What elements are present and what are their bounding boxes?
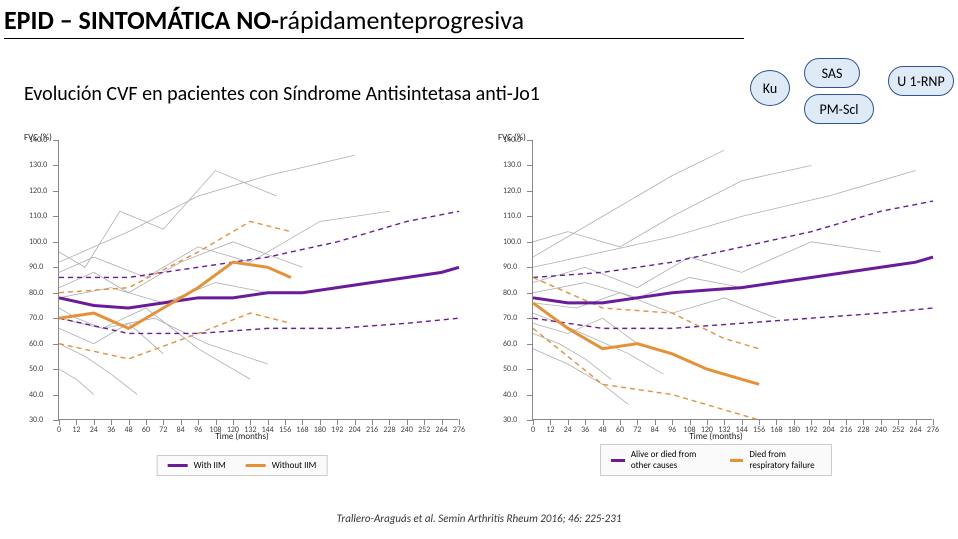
- swatch-purple: [611, 459, 625, 462]
- x-tick-label: 264: [436, 425, 448, 435]
- x-tick-label: 168: [296, 425, 308, 435]
- x-tick-label: 192: [331, 425, 343, 435]
- y-tick-label: 80.0: [29, 288, 43, 298]
- x-tick-label: 72: [633, 425, 641, 435]
- legend-label-a: Alive or died from other causes: [631, 449, 710, 471]
- x-axis-label-left: Time (months): [215, 431, 268, 442]
- y-tick-label: 140.0: [29, 135, 47, 145]
- x-tick-label: 216: [840, 425, 852, 435]
- y-tick-label: 50.0: [29, 364, 43, 374]
- title-rest: rápidamenteprogresiva: [279, 4, 524, 36]
- x-axis-label-right: Time (months): [689, 431, 742, 442]
- charts-row: FVC (%) 30.040.050.060.070.080.090.0100.…: [10, 130, 948, 490]
- y-tick-label: 110.0: [503, 211, 521, 221]
- x-tick-label: 276: [453, 425, 465, 435]
- x-tick-label: 24: [564, 425, 572, 435]
- chart-subtitle: Evolución CVF en pacientes con Síndrome …: [24, 82, 540, 106]
- x-tick-label: 36: [107, 425, 115, 435]
- x-tick-label: 12: [72, 425, 80, 435]
- x-tick-label: 84: [651, 425, 659, 435]
- y-tick-label: 90.0: [29, 262, 43, 272]
- x-tick-label: 96: [194, 425, 202, 435]
- x-tick-label: 156: [279, 425, 291, 435]
- y-tick-label: 60.0: [503, 339, 517, 349]
- badge-sas: SAS: [804, 58, 860, 88]
- y-tick-label: 70.0: [503, 313, 517, 323]
- y-tick-label: 130.0: [503, 160, 521, 170]
- x-tick-label: 276: [927, 425, 939, 435]
- swatch-orange: [246, 464, 266, 467]
- y-tick-label: 60.0: [29, 339, 43, 349]
- x-tick-label: 72: [159, 425, 167, 435]
- x-tick-label: 240: [401, 425, 413, 435]
- x-tick-label: 216: [366, 425, 378, 435]
- y-tick-label: 90.0: [503, 262, 517, 272]
- y-tick-label: 140.0: [503, 135, 521, 145]
- x-tick-label: 0: [57, 425, 61, 435]
- badge-u1: U 1-RNP: [888, 66, 954, 96]
- legend-item-died-resp: Died from respiratory failure: [730, 449, 821, 471]
- x-tick-label: 156: [753, 425, 765, 435]
- x-tick-label: 180: [314, 425, 326, 435]
- x-tick-label: 204: [349, 425, 361, 435]
- y-tick-label: 70.0: [29, 313, 43, 323]
- plot-area-right: 30.040.050.060.070.080.090.0100.0110.012…: [532, 140, 932, 420]
- y-tick-label: 120.0: [29, 186, 47, 196]
- x-tick-label: 252: [418, 425, 430, 435]
- y-tick-label: 40.0: [29, 390, 43, 400]
- x-tick-label: 252: [892, 425, 904, 435]
- y-tick-label: 100.0: [29, 237, 47, 247]
- x-tick-label: 48: [125, 425, 133, 435]
- title-bold: EPID – SINTOMÁTICA NO-: [4, 4, 279, 36]
- chart-panel-left: FVC (%) 30.040.050.060.070.080.090.0100.…: [10, 130, 474, 480]
- badge-pm: PM-Scl: [804, 94, 874, 124]
- y-tick-label: 120.0: [503, 186, 521, 196]
- page-title: EPID – SINTOMÁTICA NO-rápidamenteprogres…: [4, 4, 744, 39]
- y-tick-label: 130.0: [29, 160, 47, 170]
- legend-label-a: With IIM: [194, 460, 226, 471]
- y-tick-label: 30.0: [503, 415, 517, 425]
- x-tick-label: 240: [875, 425, 887, 435]
- x-tick-label: 60: [616, 425, 624, 435]
- legend-label-b: Died from respiratory failure: [749, 449, 821, 471]
- y-tick-label: 80.0: [503, 288, 517, 298]
- swatch-purple: [168, 464, 188, 467]
- plot-area-left: 30.040.050.060.070.080.090.0100.0110.012…: [58, 140, 458, 420]
- x-tick-label: 84: [177, 425, 185, 435]
- x-tick-label: 60: [142, 425, 150, 435]
- x-tick-label: 0: [531, 425, 535, 435]
- y-tick-label: 30.0: [29, 415, 43, 425]
- legend-left: With IIM Without IIM: [157, 455, 328, 476]
- legend-item-with-iim: With IIM: [168, 460, 226, 471]
- legend-item-alive-other: Alive or died from other causes: [611, 449, 710, 471]
- x-tick-label: 228: [857, 425, 869, 435]
- x-tick-label: 264: [910, 425, 922, 435]
- y-tick-label: 40.0: [503, 390, 517, 400]
- x-tick-label: 204: [823, 425, 835, 435]
- x-tick-label: 36: [581, 425, 589, 435]
- x-tick-label: 228: [383, 425, 395, 435]
- y-tick-label: 50.0: [503, 364, 517, 374]
- chart-panel-right: FVC (%) 30.040.050.060.070.080.090.0100.…: [484, 130, 948, 480]
- x-tick-label: 168: [770, 425, 782, 435]
- legend-label-b: Without IIM: [272, 460, 317, 471]
- citation: Trallero-Araguás et al. Semin Arthritis …: [337, 512, 622, 525]
- x-tick-label: 192: [805, 425, 817, 435]
- x-tick-label: 24: [90, 425, 98, 435]
- legend-right: Alive or died from other causes Died fro…: [600, 444, 832, 476]
- swatch-orange: [730, 459, 744, 462]
- x-tick-label: 48: [599, 425, 607, 435]
- badge-ku: Ku: [750, 70, 790, 106]
- x-tick-label: 96: [668, 425, 676, 435]
- x-tick-label: 12: [546, 425, 554, 435]
- y-tick-label: 110.0: [29, 211, 47, 221]
- legend-item-without-iim: Without IIM: [246, 460, 317, 471]
- y-tick-label: 100.0: [503, 237, 521, 247]
- x-tick-label: 180: [788, 425, 800, 435]
